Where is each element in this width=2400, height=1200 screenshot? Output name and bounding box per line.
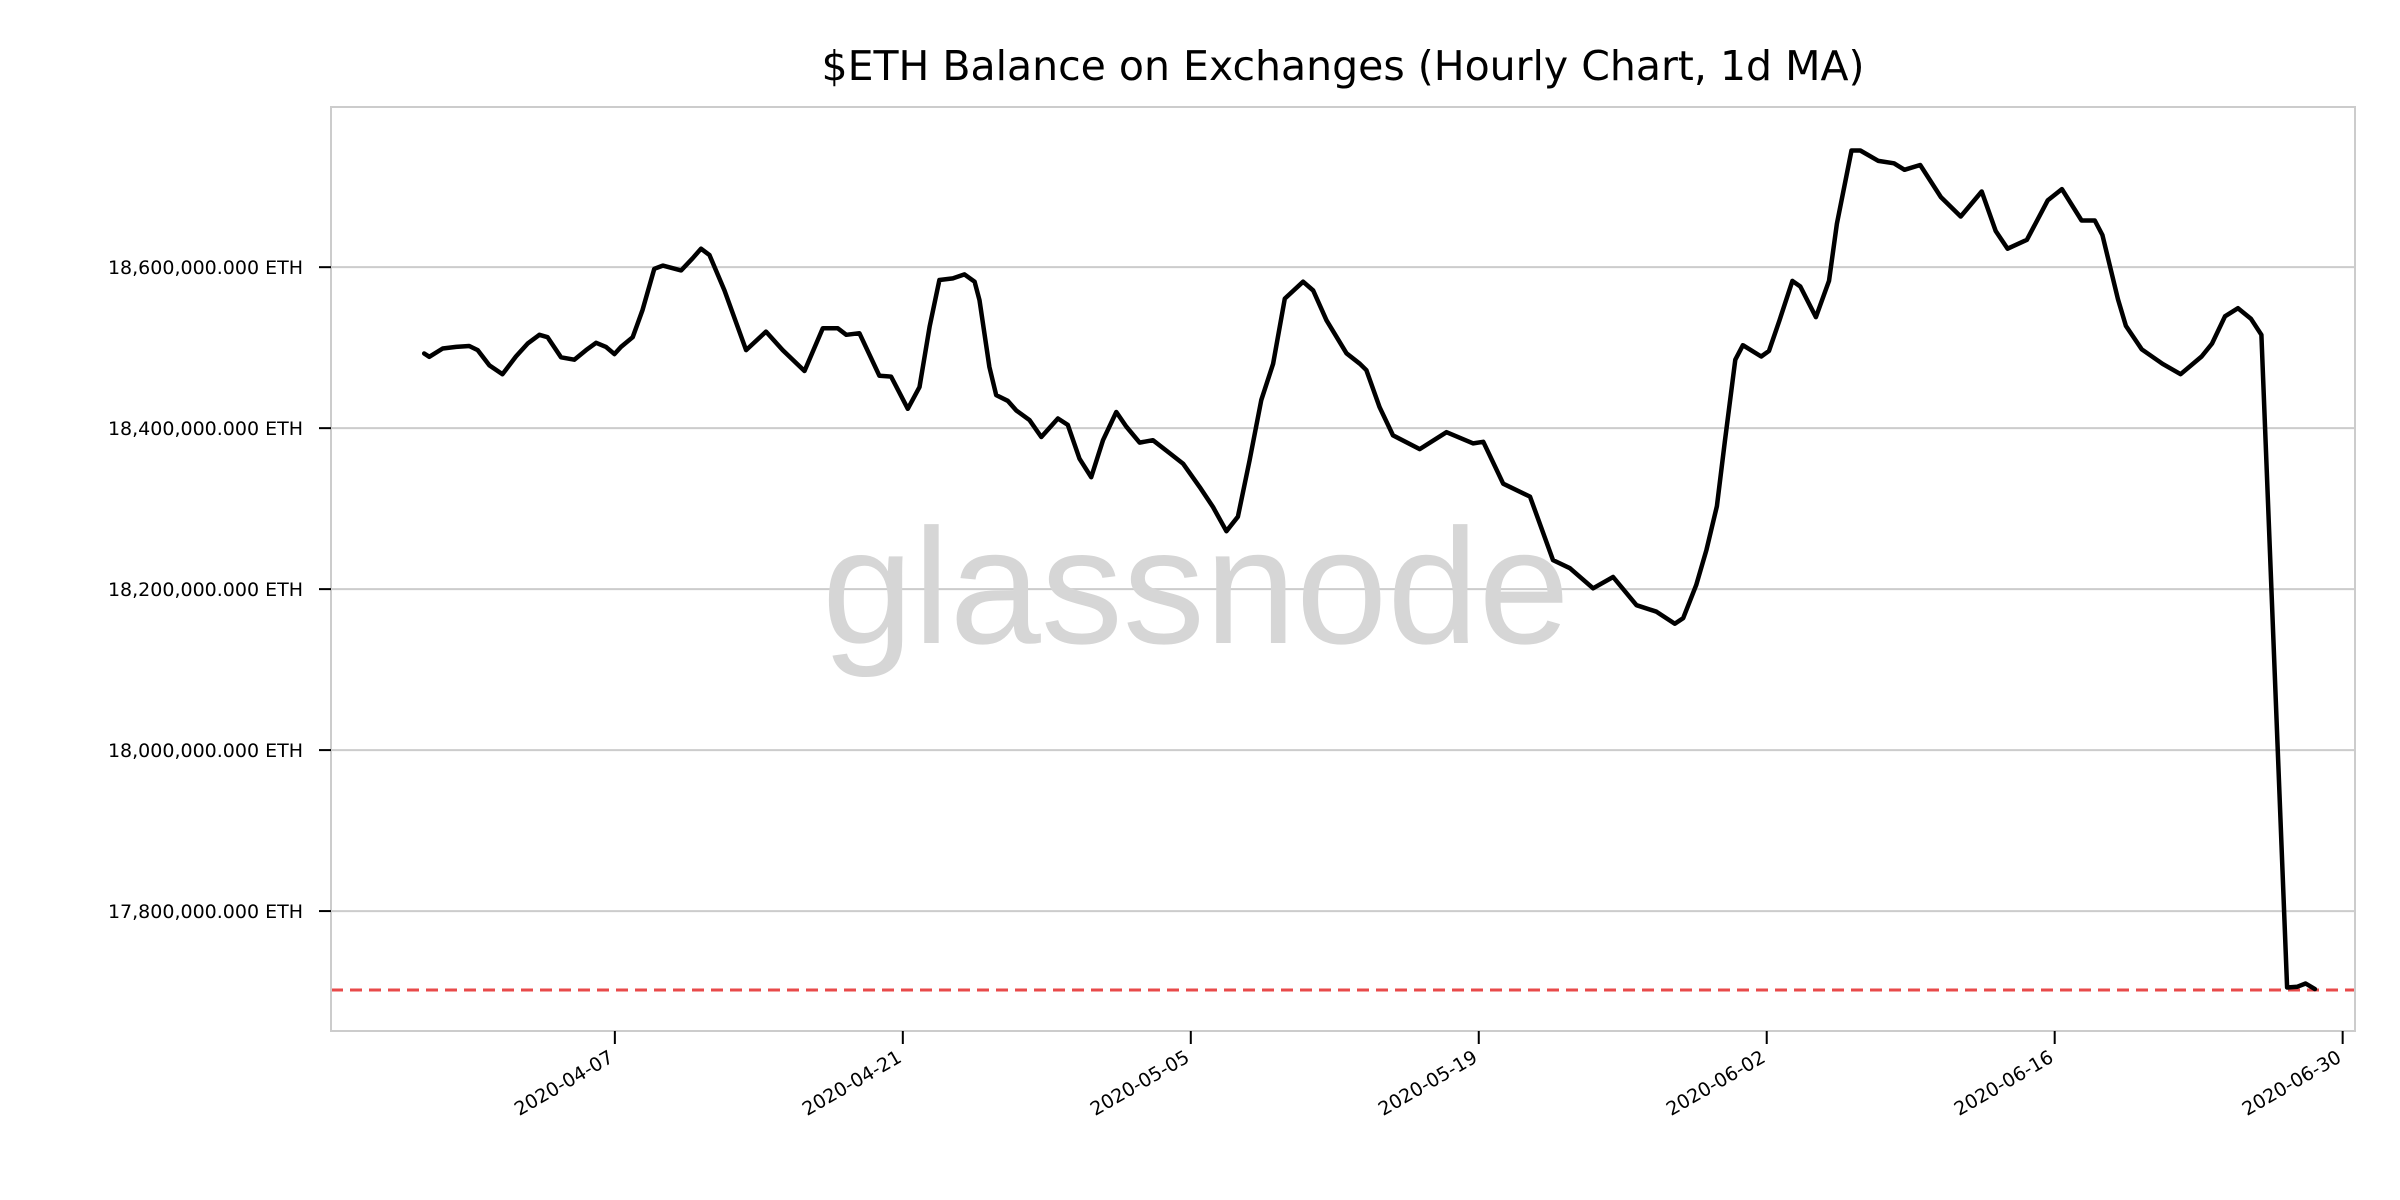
y-tick-label: 18,200,000.000 ETH — [108, 579, 303, 601]
x-tick-label: 2020-05-19 — [1375, 1046, 1482, 1120]
x-tick-label: 2020-06-02 — [1663, 1046, 1770, 1120]
x-axis: 2020-04-07 2020-04-21 2020-05-05 2020-05-19… — [511, 1031, 2345, 1121]
series-line — [421, 148, 2318, 992]
y-tick-label: 18,400,000.000 ETH — [108, 418, 303, 440]
x-tick-label: 2020-05-05 — [1087, 1046, 1194, 1120]
y-tick-label: 17,800,000.000 ETH — [108, 901, 303, 923]
x-tick-label: 2020-04-07 — [511, 1046, 618, 1120]
y-tick-label: 18,000,000.000 ETH — [108, 740, 303, 762]
x-tick-label: 2020-04-21 — [799, 1046, 906, 1120]
series-group — [421, 148, 2318, 992]
plot-frame — [330, 106, 2356, 1032]
x-tick-label: 2020-06-16 — [1951, 1046, 2058, 1120]
y-tick-label: 18,600,000.000 ETH — [108, 257, 303, 279]
chart-title: $ETH Balance on Exchanges (Hourly Chart,… — [821, 42, 1864, 90]
y-axis: 17,800,000.000 ETH 18,000,000.000 ETH 18,2… — [108, 257, 331, 923]
x-tick-label: 2020-06-30 — [2239, 1046, 2346, 1120]
glassnode-watermark: glassnode — [822, 495, 1570, 678]
